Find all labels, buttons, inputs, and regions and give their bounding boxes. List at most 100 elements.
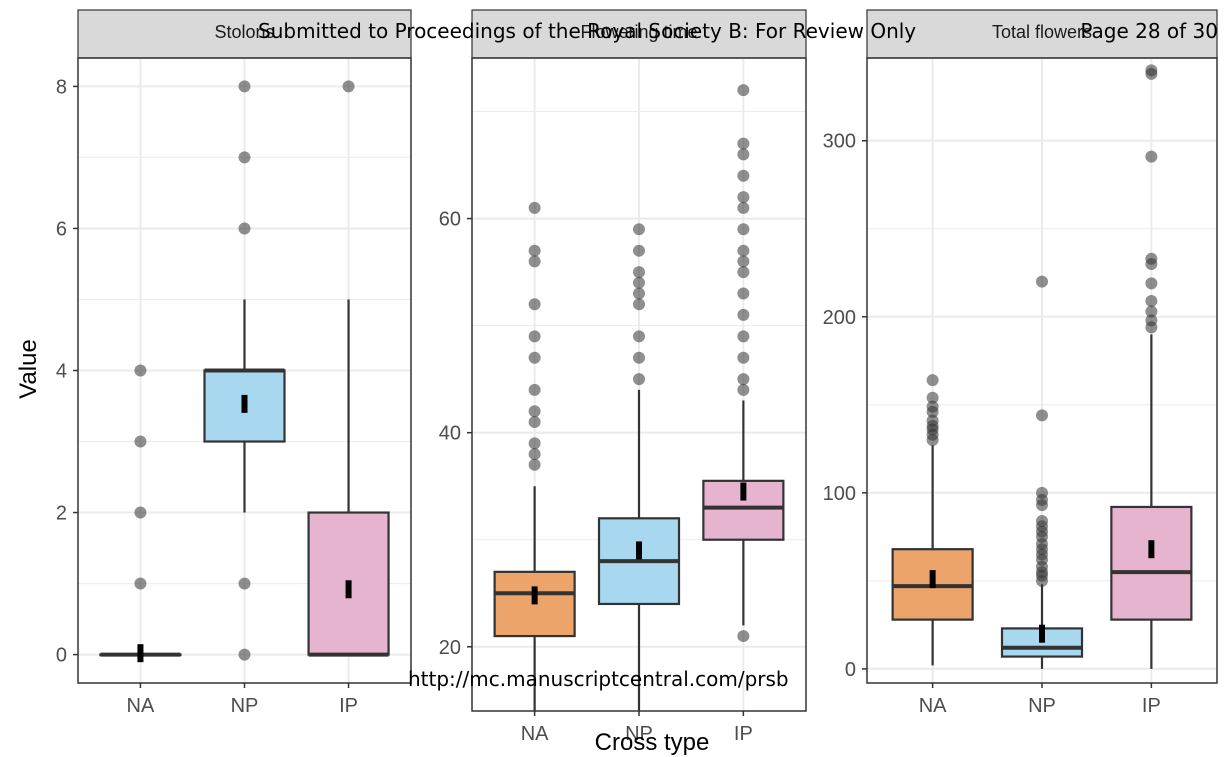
outlier-point <box>737 373 750 386</box>
y-tick-label: 20 <box>439 637 461 659</box>
box-ip <box>1110 64 1193 669</box>
outlier-point <box>633 330 645 343</box>
box-na <box>99 364 182 663</box>
facet-strip-label: Stolons <box>214 22 274 42</box>
manuscript-url-text: http://mc.manuscriptcentral.com/prsb <box>408 667 789 691</box>
box-np <box>1000 275 1084 669</box>
mean-marker <box>531 586 538 605</box>
outlier-point <box>1145 305 1158 318</box>
outlier-point <box>1145 150 1158 163</box>
outlier-point <box>737 630 750 643</box>
y-tick-label: 0 <box>56 645 67 667</box>
facet-strip <box>866 9 1218 59</box>
outlier-point <box>528 458 541 471</box>
x-tick-label: IP <box>1142 695 1161 717</box>
outlier-point <box>1145 294 1158 307</box>
mean-marker <box>1039 624 1045 643</box>
outlier-point <box>1036 409 1048 422</box>
x-tick-label: NP <box>1028 695 1056 717</box>
outlier-point <box>528 448 541 461</box>
outlier-point <box>633 276 645 289</box>
outlier-point <box>737 191 750 204</box>
box-na <box>891 374 974 666</box>
journal-header-text: Submitted to Proceedings of the Royal So… <box>258 19 916 43</box>
outlier-point <box>633 287 645 300</box>
mean-marker <box>345 580 352 599</box>
outlier-point <box>238 577 251 590</box>
facet-strip <box>77 9 412 59</box>
outlier-point <box>737 201 750 214</box>
outlier-point <box>1036 275 1048 288</box>
x-tick-label: NP <box>231 695 259 717</box>
facet-strip-label: Total flowers <box>992 22 1092 42</box>
mean-marker <box>929 570 936 589</box>
outlier-point <box>633 244 645 257</box>
box-np <box>203 80 286 661</box>
box-na <box>493 201 576 711</box>
facet-panel: Total flowers 0 100 200 300 NA NP IP <box>823 9 1218 717</box>
facet-strip-label: Flowering time <box>580 22 697 42</box>
outlier-point <box>737 266 750 279</box>
x-tick-label: IP <box>734 723 753 745</box>
x-tick-label: NA <box>127 695 155 717</box>
outlier-point <box>134 435 147 448</box>
outlier-point <box>134 577 147 590</box>
outlier-point <box>737 351 750 364</box>
x-tick-label: NA <box>919 695 947 717</box>
outlier-point <box>737 137 750 150</box>
outlier-point <box>528 330 541 343</box>
outlier-point <box>528 244 541 257</box>
outlier-point <box>926 374 939 387</box>
outlier-point <box>528 351 541 364</box>
y-tick-label: 4 <box>56 361 67 383</box>
facet-panel: Stolons 0 2 4 6 8 NA NP IP <box>56 9 412 717</box>
outlier-point <box>737 383 750 396</box>
facet-panels: Stolons 0 2 4 6 8 NA NP IP Flowering time 20 40 60 NA… <box>56 9 1218 745</box>
outlier-point <box>737 330 750 343</box>
facet-panel: Flowering time 20 40 60 NA NP IP <box>439 9 807 745</box>
y-tick-label: 40 <box>439 423 461 445</box>
outlier-point <box>528 437 541 450</box>
x-tick-label: NP <box>625 723 653 745</box>
outlier-point <box>528 255 541 268</box>
y-tick-label: 0 <box>845 659 856 681</box>
y-tick-label: 100 <box>823 483 856 505</box>
y-tick-label: 8 <box>56 76 67 98</box>
outlier-point <box>633 351 645 364</box>
mean-marker <box>241 394 248 413</box>
outlier-point <box>633 266 645 279</box>
box-iqr <box>1110 505 1193 621</box>
outlier-point <box>134 364 147 377</box>
x-axis-title: Cross type <box>595 729 710 756</box>
outlier-point <box>1145 64 1158 77</box>
outlier-point <box>238 151 251 164</box>
outlier-point <box>134 506 147 519</box>
outlier-point <box>926 414 939 427</box>
y-tick-label: 200 <box>823 307 856 329</box>
page-number-text: Page 28 of 30 <box>1080 19 1218 43</box>
outlier-point <box>737 287 750 300</box>
outlier-point <box>528 405 541 418</box>
outlier-point <box>238 222 251 235</box>
x-tick-label: IP <box>339 695 358 717</box>
outlier-point <box>1036 515 1048 528</box>
outlier-point <box>528 298 541 311</box>
outlier-point <box>1036 486 1048 499</box>
mean-marker <box>137 644 144 663</box>
outlier-point <box>528 415 541 428</box>
outlier-point <box>238 80 251 93</box>
mean-marker <box>740 482 747 501</box>
facet-strip <box>471 9 807 59</box>
box-np <box>597 223 681 711</box>
mean-marker <box>636 541 642 560</box>
box-ip <box>307 80 390 657</box>
outlier-point <box>238 648 251 661</box>
outlier-point <box>737 244 750 257</box>
outlier-point <box>633 298 645 311</box>
outlier-point <box>737 255 750 268</box>
outlier-point <box>737 84 750 97</box>
outlier-point <box>737 148 750 161</box>
outlier-point <box>1145 252 1158 265</box>
box-ip <box>702 84 785 643</box>
